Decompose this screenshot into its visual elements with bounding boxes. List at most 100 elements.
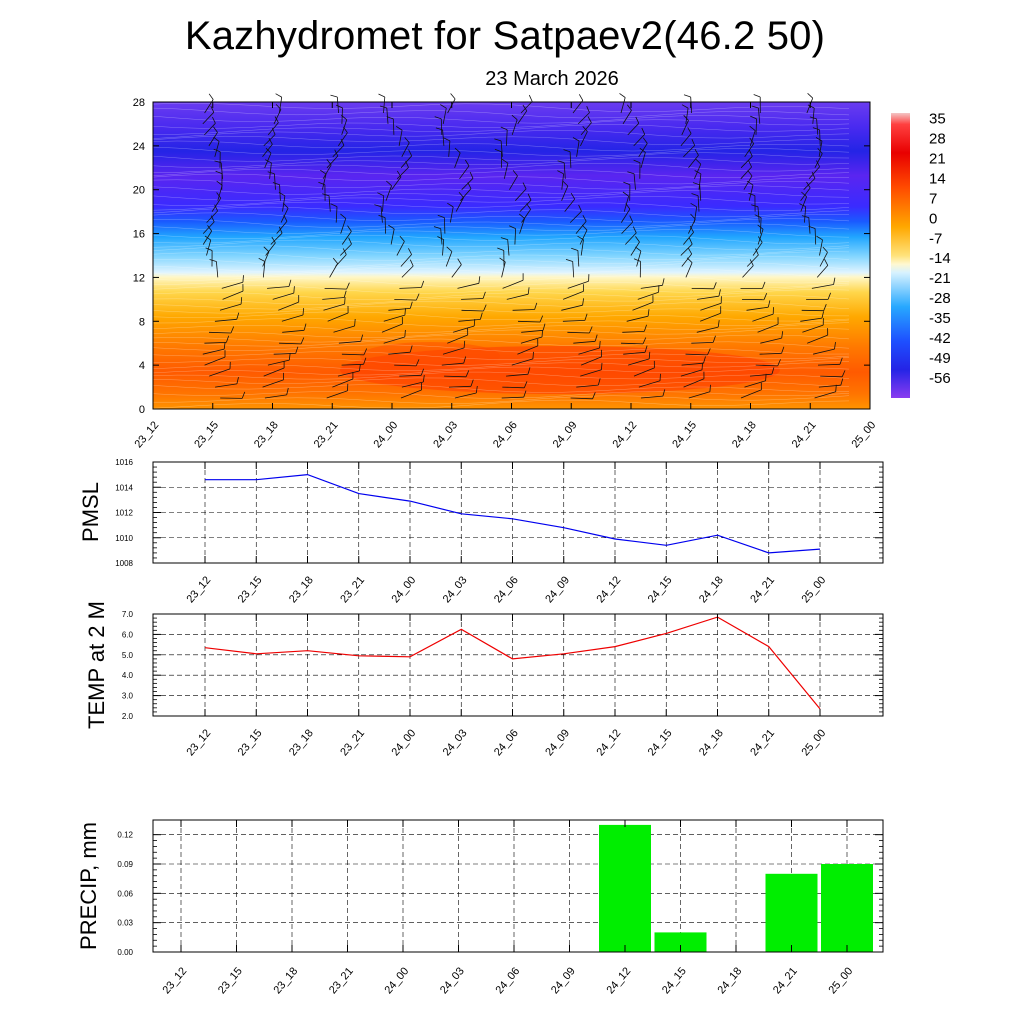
wind-barb-feather bbox=[210, 105, 215, 113]
contour-line bbox=[152, 338, 850, 349]
wind-barb-shaft bbox=[749, 373, 772, 377]
wind-barb-feather bbox=[360, 334, 364, 342]
wind-barb-shaft bbox=[570, 397, 593, 400]
wind-barb-shaft bbox=[814, 153, 823, 168]
contour-line bbox=[152, 351, 850, 360]
wind-barb-shaft bbox=[757, 229, 764, 245]
time-tick-label: 24_06 bbox=[493, 965, 522, 996]
wind-barb-feather bbox=[404, 308, 406, 316]
contour-line bbox=[152, 140, 850, 152]
height-tick-label: 28 bbox=[133, 97, 145, 109]
wind-barb-shaft bbox=[396, 241, 405, 256]
colorbar-tick-label: 14 bbox=[929, 170, 946, 187]
wind-barb-feather bbox=[703, 356, 706, 364]
wind-barb-shaft bbox=[399, 287, 422, 289]
wind-barb-shaft bbox=[579, 229, 588, 245]
wind-barb-shaft bbox=[209, 368, 231, 377]
wind-barb-feather bbox=[404, 329, 406, 338]
time-tick-label: 24_09 bbox=[549, 965, 578, 996]
time-tick-label: 23_18 bbox=[287, 727, 316, 758]
wind-barb-shaft bbox=[220, 162, 223, 179]
wind-barb-feather bbox=[582, 215, 587, 222]
wind-barb-shaft bbox=[441, 362, 464, 366]
wind-barb-shaft bbox=[386, 107, 389, 124]
wind-barb-feather bbox=[443, 137, 451, 142]
wind-barb-shaft bbox=[698, 173, 702, 190]
wind-barb-shaft bbox=[562, 290, 584, 300]
wind-barb-feather bbox=[812, 127, 820, 131]
wind-barb-feather bbox=[748, 149, 753, 157]
wind-barb-feather bbox=[344, 297, 346, 305]
wind-barb-feather bbox=[807, 104, 815, 109]
wind-barb-shaft bbox=[388, 351, 411, 355]
wind-barb-feather bbox=[475, 385, 478, 394]
time-tick-label: 24_12 bbox=[604, 965, 633, 996]
wind-barb-feather bbox=[302, 308, 304, 316]
contour-line bbox=[152, 218, 850, 228]
wind-barb-feather bbox=[223, 342, 226, 350]
wind-barb-feather bbox=[204, 235, 211, 241]
wind-barb-shaft bbox=[517, 345, 538, 355]
wind-barb-shaft bbox=[683, 232, 694, 245]
contour-line bbox=[152, 395, 850, 404]
wind-barb-feather bbox=[335, 104, 343, 109]
wind-barb-feather bbox=[395, 126, 403, 131]
wind-barb-feather bbox=[236, 312, 240, 320]
time-tick-label: 24_18 bbox=[715, 965, 744, 996]
wind-barb-shaft bbox=[459, 165, 470, 180]
wind-barb-shaft bbox=[820, 375, 843, 378]
time-tick-label: 25_00 bbox=[799, 727, 828, 758]
time-tick-label: 23_15 bbox=[236, 727, 265, 758]
wind-barb-feather bbox=[278, 226, 283, 234]
wind-barb-feather bbox=[781, 346, 785, 354]
wind-barb-feather bbox=[458, 191, 464, 198]
wind-barb-shaft bbox=[442, 239, 445, 256]
wind-barb-feather bbox=[833, 277, 836, 285]
wind-barb-shaft bbox=[390, 228, 395, 245]
wind-barb-shaft bbox=[680, 133, 692, 147]
wind-barb-feather bbox=[827, 292, 831, 300]
wind-barb-feather bbox=[662, 389, 666, 397]
wind-barb-feather bbox=[271, 236, 276, 244]
wind-barb-shaft bbox=[683, 145, 695, 158]
contour-line bbox=[152, 206, 850, 218]
wind-barb-feather bbox=[748, 160, 752, 168]
wind-barb-shaft bbox=[567, 331, 590, 334]
wind-barb-shaft bbox=[572, 261, 575, 278]
wind-barb-shaft bbox=[322, 174, 327, 190]
wind-barb-shaft bbox=[625, 232, 637, 245]
wind-barb-feather bbox=[478, 276, 481, 284]
wind-barb-feather bbox=[691, 138, 696, 146]
wind-barb-shaft bbox=[760, 337, 782, 344]
wind-barb-shaft bbox=[748, 185, 754, 201]
height-tick-label: 4 bbox=[139, 360, 145, 372]
time-tick-label: 24_18 bbox=[697, 574, 726, 605]
wind-barb-feather bbox=[265, 159, 272, 164]
wind-barb-shaft bbox=[740, 166, 752, 180]
wind-barb-feather bbox=[440, 104, 447, 109]
colorbar-tick-label: -7 bbox=[929, 230, 942, 247]
wind-barb-shaft bbox=[515, 188, 527, 201]
wind-barb-shaft bbox=[442, 108, 447, 124]
wind-barb-shaft bbox=[743, 175, 753, 190]
wind-barb-shaft bbox=[573, 340, 596, 344]
wind-barb-feather bbox=[263, 246, 270, 252]
wind-barb-feather bbox=[690, 202, 697, 208]
wind-barb-feather bbox=[592, 392, 596, 399]
wind-barb-feather bbox=[563, 149, 571, 153]
wind-barb-shaft bbox=[517, 110, 528, 125]
precip-bar bbox=[821, 864, 873, 952]
wind-barb-shaft bbox=[749, 130, 756, 147]
wind-barb-feather bbox=[267, 171, 275, 175]
wind-barb-shaft bbox=[517, 320, 541, 323]
wind-barb-feather bbox=[627, 171, 635, 175]
wind-barb-feather bbox=[594, 334, 598, 342]
wind-barb-shaft bbox=[385, 185, 392, 201]
wind-barb-shaft bbox=[632, 301, 654, 311]
wind-barb-feather bbox=[581, 224, 588, 231]
contour-line bbox=[152, 173, 850, 185]
wind-barb-shaft bbox=[447, 334, 468, 344]
wind-barbs bbox=[202, 93, 846, 400]
time-tick-label: 24_15 bbox=[646, 574, 675, 605]
wind-barb-shaft bbox=[501, 261, 506, 278]
